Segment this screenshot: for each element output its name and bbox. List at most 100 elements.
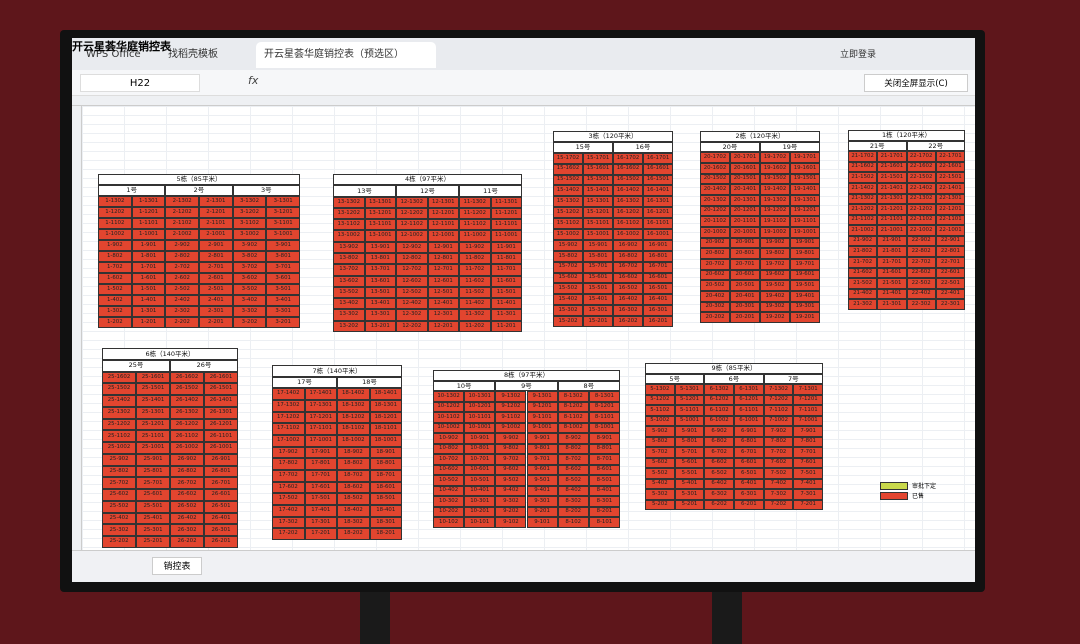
unit-cell: 22-601: [935, 267, 965, 279]
row-header: [72, 106, 82, 550]
unit-cell: 10-901: [464, 433, 496, 444]
unit-cell: 9-401: [526, 485, 558, 497]
unit-cell: 15-301: [583, 305, 613, 317]
unit-cell: 18-1202: [337, 411, 370, 424]
unit-cell: 12-1202: [396, 207, 428, 220]
unit-cell: 16-702: [613, 261, 643, 273]
unit-header: 26号: [170, 359, 238, 372]
unit-cell: 1-1301: [131, 196, 166, 207]
unit-cell: 3-301: [266, 306, 300, 317]
unit-cell: 15-1602: [553, 163, 583, 175]
unit-cell: 2-1101: [199, 218, 233, 229]
unit-cell: 26-1002: [170, 442, 204, 454]
login-button[interactable]: 立即登录: [840, 50, 877, 60]
unit-cell: 26-301: [204, 524, 238, 537]
unit-cell: 6-502: [704, 468, 734, 479]
unit-cell: 18-1101: [369, 423, 402, 435]
tab[interactable]: WPS Office: [86, 49, 141, 60]
unit-cell: 15-801: [583, 250, 613, 262]
unit-header: 12号: [396, 185, 459, 197]
unit-cell: 25-401: [136, 512, 170, 525]
unit-cell: 13-501: [364, 286, 396, 299]
unit-cell: 15-1102: [553, 218, 583, 229]
unit-cell: 17-1401: [304, 388, 337, 400]
unit-cell: 17-1202: [272, 411, 305, 424]
unit-cell: 12-1001: [427, 230, 459, 242]
unit-cell: 5-1201: [674, 394, 705, 405]
unit-cell: 26-402: [170, 512, 204, 525]
unit-cell: 10-501: [464, 475, 496, 486]
unit-cell: 22-1401: [935, 182, 965, 194]
unit-header: 16号: [613, 141, 673, 153]
unit-cell: 13-1101: [364, 219, 396, 231]
unit-cell: 3-1202: [232, 207, 267, 218]
unit-cell: 16-1701: [643, 152, 673, 164]
unit-cell: 22-401: [935, 288, 965, 300]
unit-cell: 15-1501: [583, 174, 613, 186]
unit-cell: 5-601: [674, 457, 705, 468]
unit-cell: 5-302: [645, 489, 675, 500]
unit-cell: 17-901: [304, 446, 337, 459]
unit-cell: 10-602: [433, 464, 465, 476]
unit-cell: 12-402: [396, 298, 428, 310]
unit-cell: 10-1201: [464, 401, 496, 413]
tab-active[interactable]: 开云星荟华庭销控表（预选区）: [256, 42, 436, 68]
unit-cell: 12-701: [427, 264, 459, 276]
unit-cell: 17-201: [304, 528, 337, 540]
unit-cell: 9-1002: [495, 422, 527, 434]
unit-cell: 19-402: [760, 291, 790, 302]
unit-cell: 16-302: [613, 305, 643, 317]
sheet-tab[interactable]: 销控表: [152, 557, 202, 575]
unit-cell: 8-1202: [557, 401, 589, 413]
unit-cell: 21-1501: [877, 172, 907, 183]
unit-cell: 15-202: [553, 316, 583, 327]
unit-cell: 6-1201: [734, 394, 764, 405]
unit-cell: 16-1601: [643, 163, 673, 175]
unit-cell: 12-901: [427, 241, 459, 253]
unit-cell: 26-602: [170, 489, 204, 501]
unit-cell: 9-201: [526, 506, 558, 518]
unit-cell: 11-1302: [459, 196, 491, 208]
unit-header: 25号: [102, 359, 170, 372]
unit-cell: 22-1002: [906, 225, 936, 236]
unit-cell: 12-502: [396, 286, 428, 299]
unit-header: 17号: [272, 376, 337, 389]
unit-cell: 18-502: [337, 493, 370, 505]
unit-cell: 11-202: [459, 320, 491, 332]
unit-cell: 22-502: [906, 278, 936, 289]
unit-cell: 1-601: [131, 273, 166, 284]
column-header: [72, 96, 975, 106]
unit-cell: 21-701: [877, 257, 907, 268]
unit-cell: 18-301: [369, 516, 402, 529]
unit-cell: 9-901: [526, 433, 558, 444]
unit-cell: 15-902: [553, 239, 583, 251]
unit-cell: 3-1101: [266, 218, 300, 229]
unit-cell: 10-902: [433, 433, 465, 444]
unit-cell: 9-1001: [526, 422, 558, 434]
unit-cell: 15-701: [583, 261, 613, 273]
unit-cell: 25-202: [102, 536, 136, 548]
formula-icon[interactable]: fx: [248, 74, 259, 87]
unit-cell: 26-1502: [170, 383, 204, 396]
unit-header: 10号: [433, 380, 496, 392]
unit-cell: 7-902: [763, 426, 794, 437]
unit-cell: 11-901: [490, 241, 522, 253]
unit-cell: 26-202: [170, 536, 204, 548]
unit-cell: 8-302: [557, 496, 589, 507]
unit-cell: 5-202: [645, 499, 675, 510]
unit-cell: 18-701: [369, 470, 402, 482]
tab[interactable]: 找稻壳模板: [168, 49, 218, 60]
block-title: 8栋（97平米）: [433, 370, 620, 381]
unit-cell: 1-401: [131, 295, 166, 306]
unit-cell: 11-402: [459, 298, 491, 310]
name-box[interactable]: H22: [80, 74, 200, 92]
unit-cell: 9-1202: [495, 401, 527, 413]
unit-cell: 13-402: [333, 298, 365, 310]
unit-cell: 13-202: [333, 320, 365, 332]
unit-cell: 1-1202: [98, 207, 132, 218]
unit-cell: 18-902: [337, 446, 370, 459]
exit-fullscreen-button[interactable]: 关闭全屏显示(C): [864, 74, 968, 92]
unit-cell: 19-801: [790, 248, 820, 259]
unit-cell: 21-301: [877, 299, 907, 310]
unit-cell: 11-401: [490, 298, 522, 310]
